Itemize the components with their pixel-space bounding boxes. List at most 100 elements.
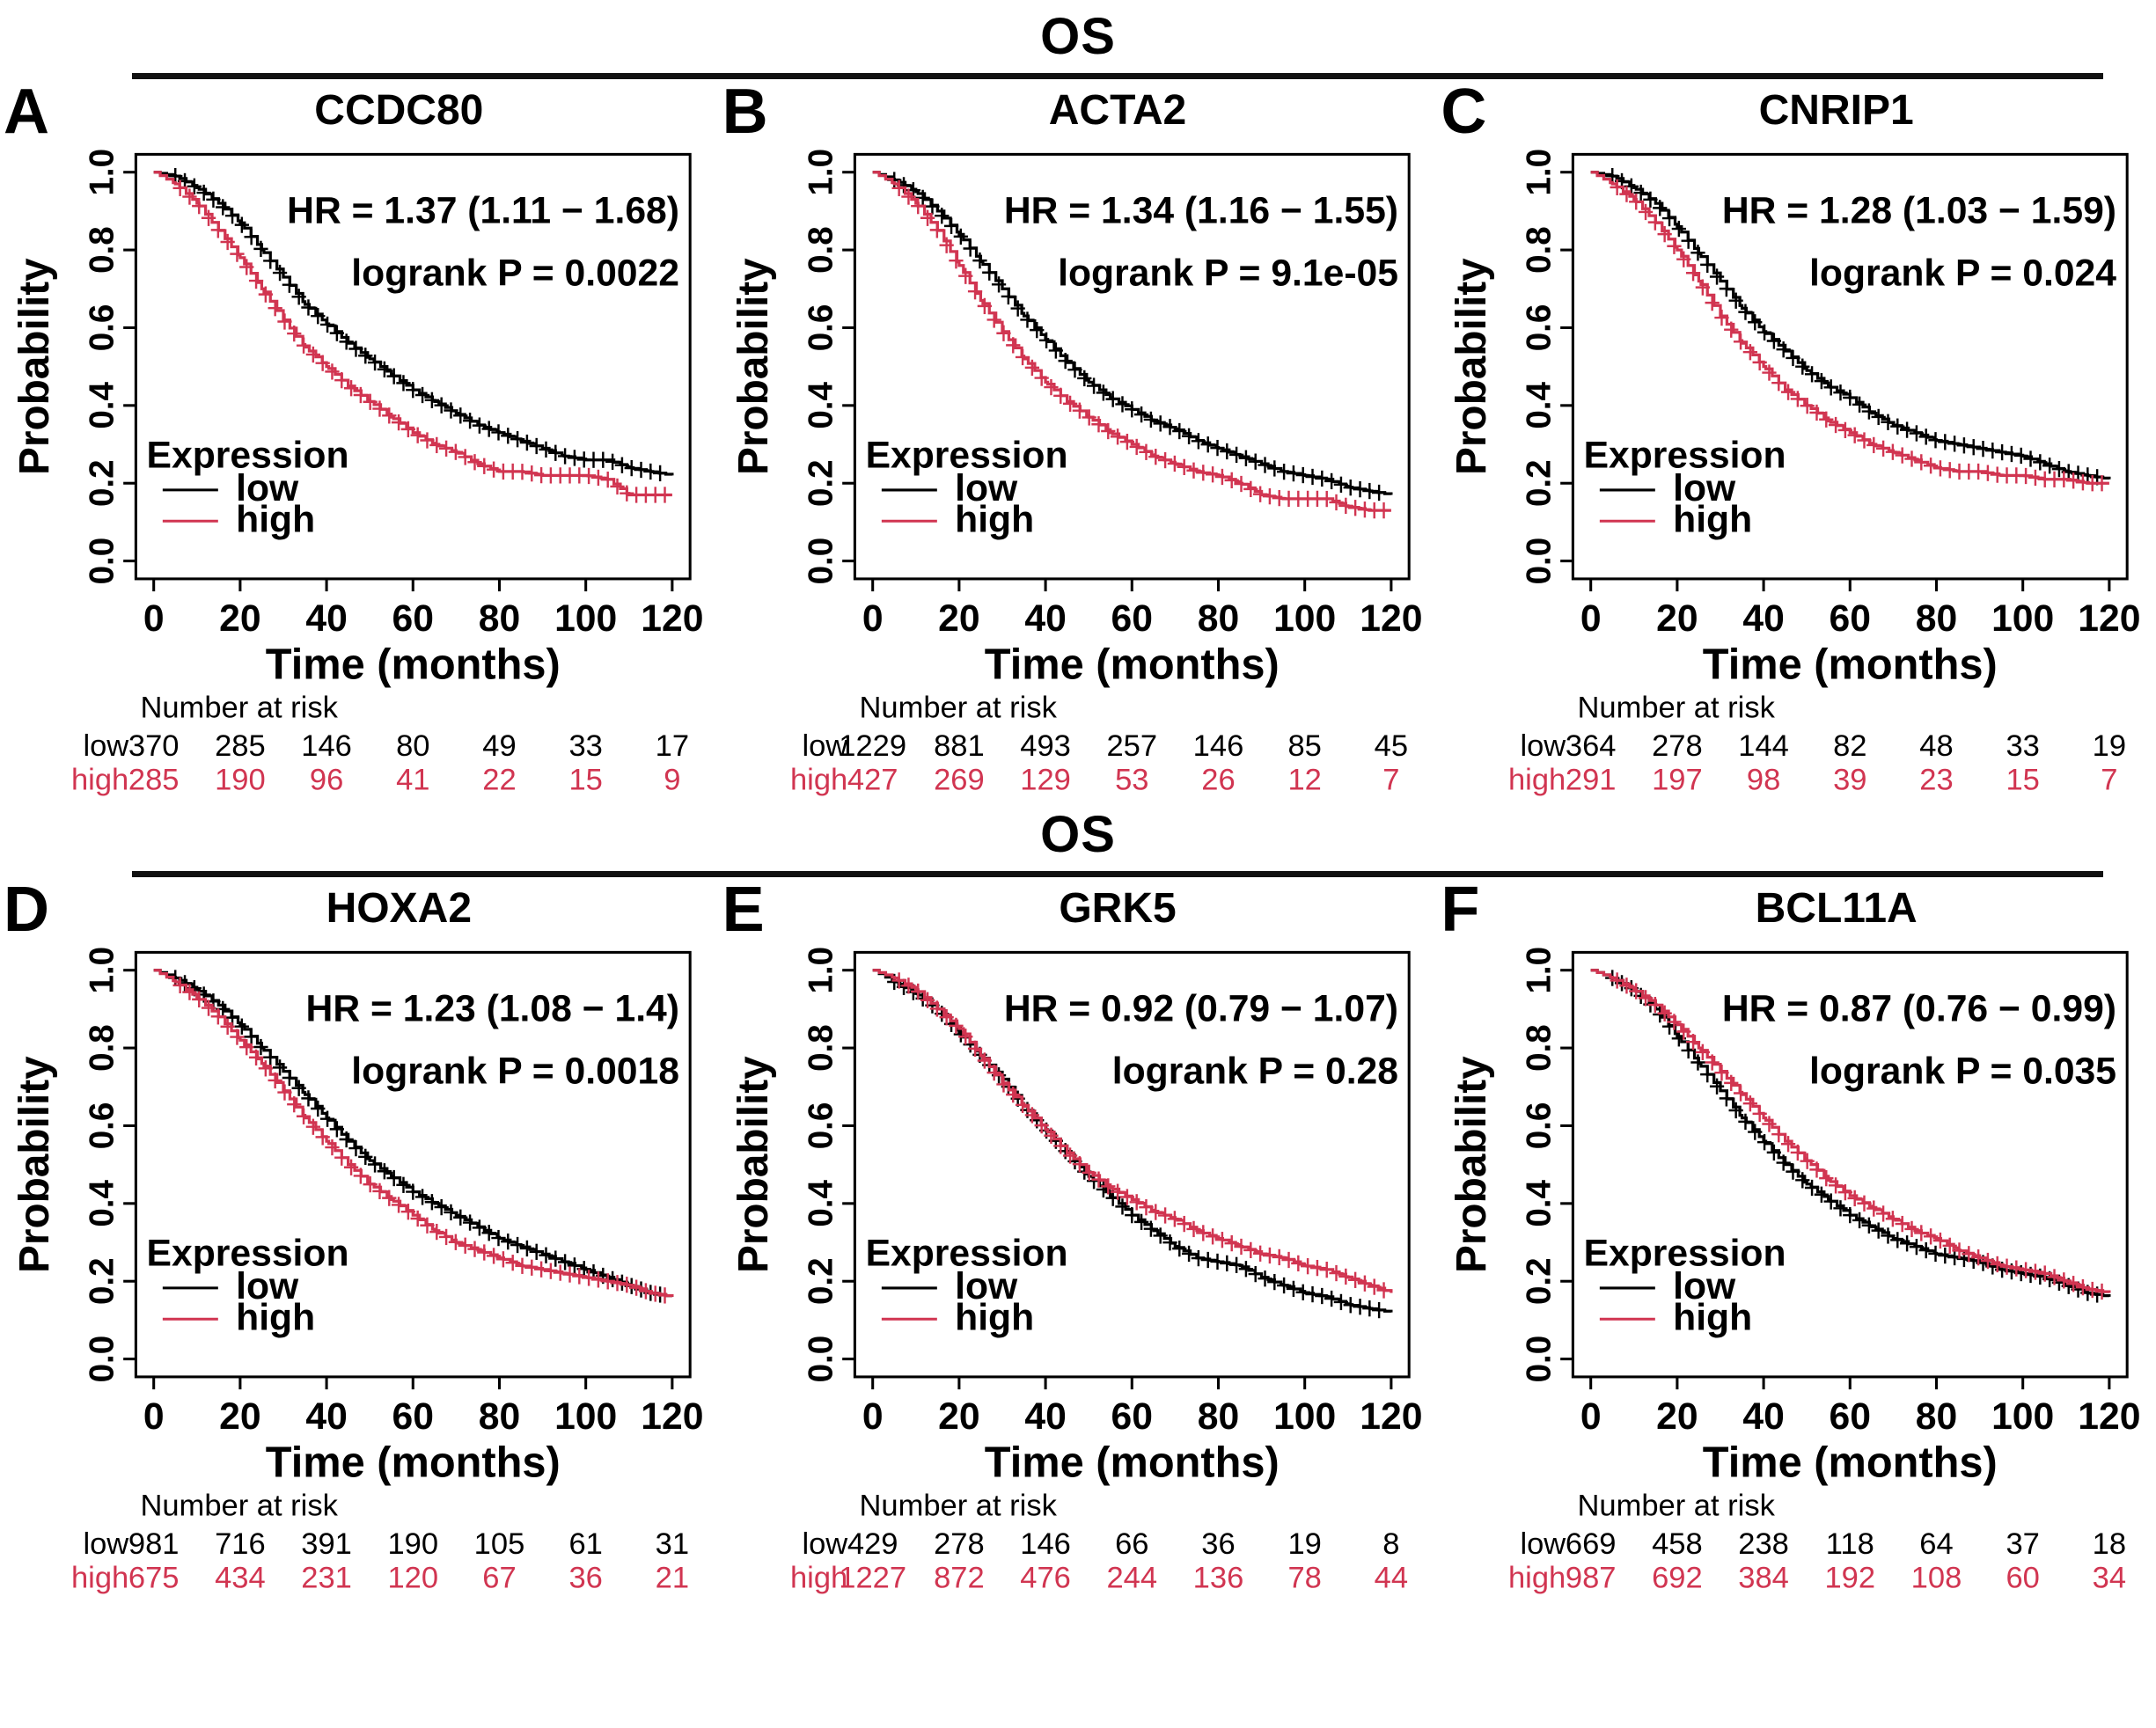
y-tick-label: 0.8 xyxy=(802,226,840,274)
x-tick-label: 40 xyxy=(305,1395,347,1437)
risk-value-low: 278 xyxy=(1652,729,1703,763)
y-tick-label: 1.0 xyxy=(1521,946,1558,993)
panel-letter: D xyxy=(4,874,49,945)
legend-low-label: low xyxy=(955,1265,1018,1307)
y-tick-label: 0.8 xyxy=(1521,226,1558,274)
y-tick-label: 0.4 xyxy=(83,381,121,428)
risk-value-high: 7 xyxy=(2101,764,2118,797)
risk-row-label-high: high xyxy=(1508,1561,1566,1594)
risk-row-label-low: low xyxy=(1521,1527,1567,1561)
risk-value-high: 60 xyxy=(2006,1561,2040,1594)
y-tick-label: 0.4 xyxy=(1521,381,1558,428)
x-tick-label: 100 xyxy=(1273,597,1336,640)
legend-high-label: high xyxy=(1673,1296,1752,1338)
figure-section-1: OS A CCDC80 0.0 0.2 0.4 0.6 0.8 1.0 Probability 0 2… xyxy=(0,0,2156,798)
plot-box xyxy=(134,152,692,581)
km-panel-acta2: B ACTA2 0.0 0.2 0.4 0.6 0.8 1.0 Probability 0 20 40… xyxy=(719,77,1438,798)
legend-high-label: high xyxy=(1673,498,1752,540)
risk-value-high: 41 xyxy=(396,764,429,797)
section-title: OS xyxy=(1040,8,1116,65)
legend-title: Expression xyxy=(865,1232,1067,1274)
km-curve-low xyxy=(872,170,1393,502)
risk-value-low: 82 xyxy=(1833,729,1866,763)
risk-row-label-low: low xyxy=(802,1527,848,1561)
x-axis-label: Time (months) xyxy=(266,1439,561,1486)
y-tick-label: 0.6 xyxy=(1521,304,1558,352)
risk-value-low: 105 xyxy=(474,1527,525,1561)
risk-value-low: 8 xyxy=(1382,1527,1399,1561)
section-divider-line xyxy=(132,870,2103,877)
x-tick-label: 60 xyxy=(1111,597,1152,640)
number-at-risk-title: Number at risk xyxy=(1578,691,1776,724)
risk-value-low: 370 xyxy=(128,729,180,763)
risk-value-high: 427 xyxy=(847,764,898,797)
risk-row-label-low: low xyxy=(1521,729,1567,763)
x-tick-label: 60 xyxy=(1111,1395,1152,1437)
y-tick-label: 0.2 xyxy=(83,1257,121,1305)
gene-title: ACTA2 xyxy=(1048,86,1187,134)
risk-value-high: 285 xyxy=(128,764,180,797)
risk-value-low: 45 xyxy=(1374,729,1407,763)
risk-value-high: 384 xyxy=(1739,1561,1790,1594)
x-tick-label: 40 xyxy=(1743,597,1785,640)
km-plot-grk5: 0.0 0.2 0.4 0.6 0.8 1.0 Probability 0 20 40 60 80 10… xyxy=(730,946,1422,1594)
legend-low-label: low xyxy=(1673,1265,1736,1307)
km-panel-bcl11a: F BCL11A 0.0 0.2 0.4 0.6 0.8 1.0 Probability 0 20 4… xyxy=(1437,875,2156,1596)
risk-value-low: 146 xyxy=(1020,1527,1071,1561)
km-plot-acta2: 0.0 0.2 0.4 0.6 0.8 1.0 Probability 0 20 40 60 80 10… xyxy=(730,149,1422,797)
risk-value-high: 190 xyxy=(215,764,266,797)
risk-value-low: 238 xyxy=(1739,1527,1790,1561)
risk-value-high: 22 xyxy=(482,764,516,797)
legend-low-label: low xyxy=(955,467,1018,509)
panel-letter: A xyxy=(4,76,49,147)
x-tick-label: 80 xyxy=(1916,1395,1957,1437)
x-tick-label: 0 xyxy=(1580,597,1602,640)
legend-low-label: low xyxy=(1673,467,1736,509)
risk-value-low: 48 xyxy=(1920,729,1954,763)
risk-value-high: 23 xyxy=(1920,764,1954,797)
risk-value-low: 190 xyxy=(387,1527,438,1561)
y-tick-label: 0.0 xyxy=(83,538,121,585)
risk-value-high: 26 xyxy=(1201,764,1235,797)
risk-value-low: 144 xyxy=(1739,729,1790,763)
legend-high-label: high xyxy=(955,1296,1034,1338)
x-tick-label: 120 xyxy=(641,1395,703,1437)
risk-value-low: 37 xyxy=(2006,1527,2040,1561)
x-axis-label: Time (months) xyxy=(984,641,1279,689)
risk-value-low: 278 xyxy=(934,1527,985,1561)
x-tick-label: 20 xyxy=(938,597,979,640)
risk-value-low: 493 xyxy=(1020,729,1071,763)
y-tick-label: 0.2 xyxy=(802,1257,840,1305)
km-plot-hoxa2: 0.0 0.2 0.4 0.6 0.8 1.0 Probability 0 20 40 60 80 10… xyxy=(11,946,704,1594)
x-tick-label: 120 xyxy=(2079,597,2141,640)
x-tick-label: 40 xyxy=(305,597,347,640)
risk-value-low: 33 xyxy=(2006,729,2040,763)
y-tick-label: 0.6 xyxy=(802,1102,840,1149)
panel-letter: F xyxy=(1441,874,1480,945)
y-axis-label: Probability xyxy=(1448,258,1495,475)
stat-logrank-text: logrank P = 0.0022 xyxy=(351,253,679,295)
x-tick-label: 120 xyxy=(641,597,703,640)
y-tick-label: 0.6 xyxy=(83,1102,121,1149)
risk-value-low: 36 xyxy=(1201,1527,1235,1561)
risk-value-low: 881 xyxy=(934,729,985,763)
legend-title: Expression xyxy=(147,1232,349,1274)
y-tick-label: 0.2 xyxy=(1521,459,1558,507)
x-tick-label: 80 xyxy=(1197,597,1238,640)
risk-row-label-low: low xyxy=(83,729,129,763)
risk-value-high: 192 xyxy=(1825,1561,1876,1594)
stat-hr-text: HR = 1.28 (1.03 − 1.59) xyxy=(1722,190,2116,232)
x-tick-label: 20 xyxy=(938,1395,979,1437)
risk-value-high: 108 xyxy=(1911,1561,1962,1594)
risk-value-low: 31 xyxy=(656,1527,689,1561)
stat-logrank-text: logrank P = 0.28 xyxy=(1111,1050,1397,1092)
y-axis-label: Probability xyxy=(730,1055,776,1272)
y-tick-label: 0.0 xyxy=(83,1335,121,1382)
risk-value-low: 257 xyxy=(1106,729,1157,763)
risk-value-high: 39 xyxy=(1833,764,1866,797)
risk-value-low: 285 xyxy=(215,729,266,763)
risk-value-low: 19 xyxy=(1287,1527,1321,1561)
x-tick-label: 100 xyxy=(554,597,617,640)
legend-title: Expression xyxy=(865,434,1067,476)
legend-title: Expression xyxy=(1584,1232,1786,1274)
